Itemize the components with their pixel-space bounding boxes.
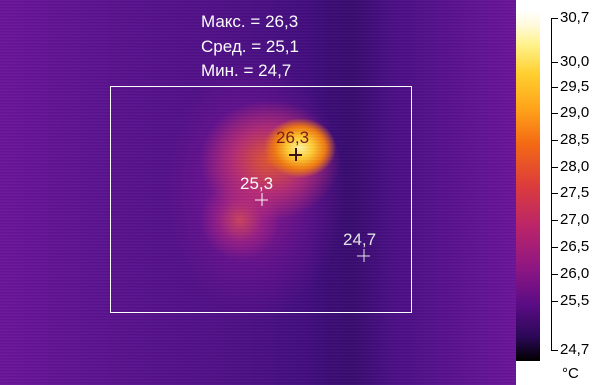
scale-tick — [551, 113, 558, 114]
scale-tick — [551, 87, 558, 88]
scale-tick — [551, 301, 558, 302]
thermal-image: Макс. = 26,3 Сред. = 25,1 Мин. = 24,7 26… — [0, 0, 516, 385]
scale-tick-label: 27,5 — [560, 184, 590, 201]
max-spot-label: 26,3 — [276, 128, 310, 147]
mid-spot-crosshair-icon[interactable] — [255, 193, 268, 206]
measurement-area-box[interactable] — [110, 86, 412, 313]
scale-tick-label: 30,0 — [560, 53, 590, 70]
stat-max: Макс. = 26,3 — [201, 12, 298, 32]
scale-tick-label: 28,5 — [560, 131, 590, 148]
scale-tick — [551, 62, 558, 63]
stat-max-value: 26,3 — [265, 12, 299, 31]
stat-min: Мин. = 24,7 — [201, 61, 291, 81]
stat-max-equals: = — [250, 12, 266, 31]
scale-tick — [551, 220, 558, 221]
mid-spot-label: 25,3 — [240, 174, 274, 193]
scale-tick — [551, 167, 558, 168]
scale-tick-label: 28,0 — [560, 158, 590, 175]
min-spot-label: 24,7 — [343, 230, 377, 249]
stat-avg-label: Сред. — [201, 37, 247, 56]
scale-tick — [551, 274, 558, 275]
scale-tick-label: 29,5 — [560, 78, 590, 95]
stat-avg-value: 25,1 — [265, 37, 299, 56]
stat-min-value: 24,7 — [258, 61, 292, 80]
scale-tick-label: 26,5 — [560, 238, 590, 255]
scale-max-label: 30,7 — [560, 9, 590, 26]
scale-min-label: 24,7 — [560, 341, 590, 358]
scale-tick-label: 26,0 — [560, 265, 590, 282]
max-spot-crosshair-icon[interactable] — [289, 148, 302, 161]
scale-tick-label: 29,0 — [560, 104, 590, 121]
scale-axis-line — [551, 18, 552, 351]
scale-tick-label: 25,5 — [560, 292, 590, 309]
scale-tick — [551, 193, 558, 194]
scale-tick-max — [551, 18, 558, 19]
stat-min-label: Мин. — [201, 61, 239, 80]
temperature-color-scale — [516, 10, 540, 361]
stat-avg-equals: = — [251, 37, 266, 56]
temperature-unit-label: °C — [562, 365, 579, 382]
scale-tick — [551, 247, 558, 248]
scale-tick-label: 27,0 — [560, 211, 590, 228]
scale-tick — [551, 140, 558, 141]
stat-max-label: Макс. — [201, 12, 246, 31]
stat-avg: Сред. = 25,1 — [201, 37, 299, 57]
min-spot-crosshair-icon[interactable] — [357, 249, 370, 262]
scale-tick-min — [551, 350, 558, 351]
stat-min-equals: = — [243, 61, 259, 80]
